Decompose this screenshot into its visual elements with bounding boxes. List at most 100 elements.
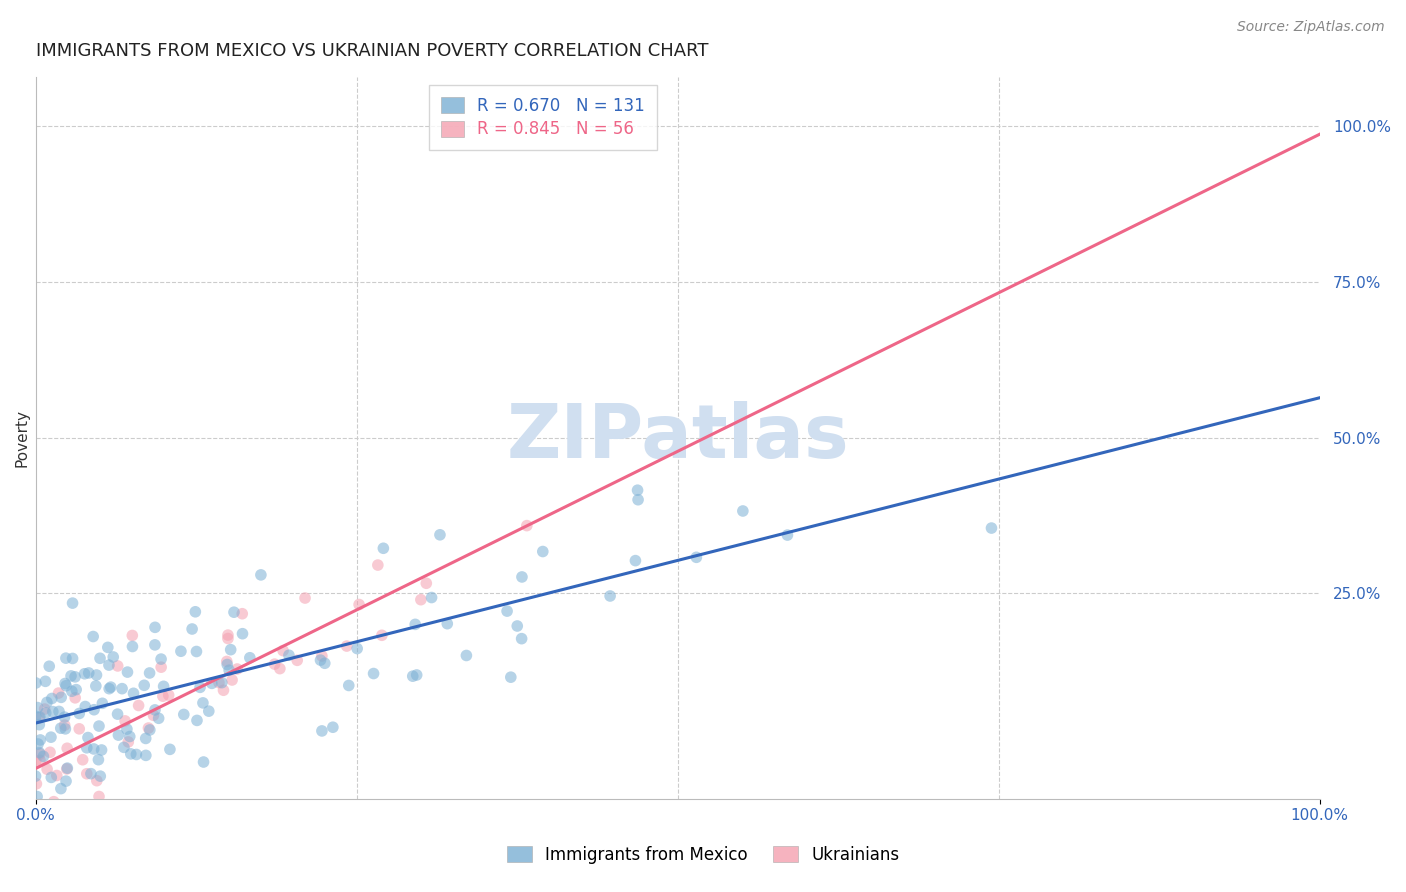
Point xyxy=(347,598,370,612)
Point xyxy=(181,622,204,636)
Point xyxy=(97,658,120,673)
Point xyxy=(429,528,451,542)
Point xyxy=(336,639,359,653)
Point xyxy=(263,657,285,672)
Point xyxy=(510,570,533,584)
Point xyxy=(55,651,77,665)
Point xyxy=(128,698,150,713)
Point xyxy=(28,711,51,725)
Point xyxy=(60,684,83,698)
Point xyxy=(89,769,111,783)
Point xyxy=(118,730,141,744)
Point xyxy=(35,695,58,709)
Point xyxy=(28,753,51,767)
Point xyxy=(41,691,63,706)
Point xyxy=(404,617,426,632)
Point xyxy=(731,504,754,518)
Point xyxy=(269,662,291,676)
Point xyxy=(322,720,344,734)
Point xyxy=(980,521,1002,535)
Point xyxy=(89,651,111,665)
Point xyxy=(222,605,245,619)
Point xyxy=(27,737,49,751)
Point xyxy=(186,714,208,728)
Point xyxy=(42,705,65,719)
Point xyxy=(371,628,394,642)
Y-axis label: Poverty: Poverty xyxy=(15,409,30,467)
Point xyxy=(152,689,174,703)
Point xyxy=(150,660,173,674)
Point xyxy=(60,669,83,683)
Point xyxy=(278,648,301,663)
Point xyxy=(516,518,538,533)
Point xyxy=(73,666,96,681)
Point xyxy=(122,686,145,700)
Point xyxy=(231,626,253,640)
Point xyxy=(121,628,143,642)
Point xyxy=(62,596,84,610)
Point xyxy=(63,690,86,705)
Point xyxy=(25,825,48,839)
Point xyxy=(627,492,650,507)
Point xyxy=(294,591,316,605)
Point xyxy=(27,700,49,714)
Point xyxy=(159,742,181,756)
Point xyxy=(53,718,76,732)
Point xyxy=(184,605,207,619)
Point xyxy=(125,747,148,762)
Point xyxy=(65,682,87,697)
Point xyxy=(271,643,294,657)
Point xyxy=(39,771,62,785)
Point xyxy=(111,681,134,696)
Point xyxy=(86,668,108,682)
Point xyxy=(56,761,79,775)
Point xyxy=(117,665,139,679)
Point xyxy=(67,706,90,721)
Point xyxy=(53,722,76,736)
Point xyxy=(250,567,273,582)
Point xyxy=(24,769,46,783)
Point xyxy=(496,604,519,618)
Point xyxy=(37,800,59,814)
Point xyxy=(90,743,112,757)
Point xyxy=(120,747,142,761)
Point xyxy=(624,553,647,567)
Point xyxy=(34,674,56,689)
Point xyxy=(143,638,166,652)
Point xyxy=(42,795,65,809)
Point xyxy=(37,762,59,776)
Point xyxy=(67,722,90,736)
Point xyxy=(25,676,48,690)
Point xyxy=(35,803,58,817)
Point xyxy=(115,722,138,736)
Point xyxy=(38,659,60,673)
Point xyxy=(139,723,162,737)
Point xyxy=(80,766,103,780)
Point xyxy=(138,721,160,735)
Point xyxy=(198,704,221,718)
Point xyxy=(142,708,165,723)
Point xyxy=(150,652,173,666)
Point xyxy=(30,733,52,747)
Point xyxy=(231,607,253,621)
Point xyxy=(86,773,108,788)
Point xyxy=(34,702,56,716)
Point xyxy=(103,650,125,665)
Point xyxy=(72,753,94,767)
Point xyxy=(217,657,239,672)
Point xyxy=(456,648,478,663)
Point xyxy=(76,766,98,780)
Point xyxy=(76,740,98,755)
Point xyxy=(506,619,529,633)
Point xyxy=(157,688,180,702)
Point xyxy=(148,711,170,725)
Point xyxy=(134,678,156,692)
Point xyxy=(77,731,100,745)
Point xyxy=(28,710,51,724)
Point xyxy=(83,742,105,756)
Point xyxy=(114,714,136,728)
Point xyxy=(25,777,48,791)
Point xyxy=(97,640,120,655)
Point xyxy=(510,632,533,646)
Point xyxy=(87,719,110,733)
